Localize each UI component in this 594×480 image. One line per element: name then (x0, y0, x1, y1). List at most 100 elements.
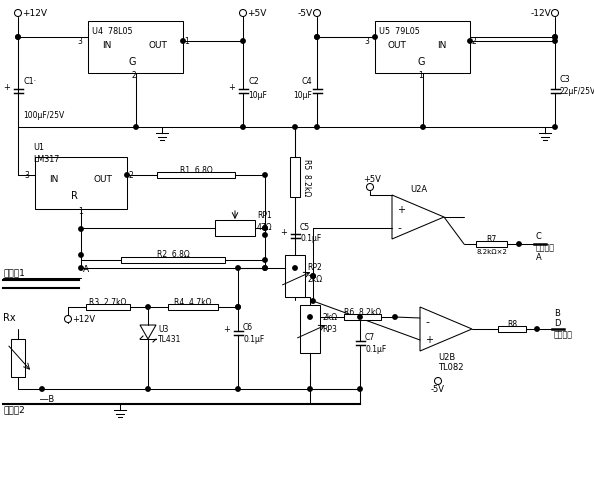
Circle shape (293, 126, 297, 130)
Text: 2: 2 (472, 37, 476, 47)
Text: 测试筱1: 测试筱1 (3, 268, 25, 277)
Circle shape (40, 387, 44, 391)
Text: A: A (536, 253, 542, 262)
Text: RP1: RP1 (257, 211, 271, 220)
Text: LM317: LM317 (33, 154, 59, 163)
Circle shape (314, 11, 321, 17)
Circle shape (79, 266, 83, 271)
Circle shape (79, 228, 83, 232)
Text: 1: 1 (185, 37, 189, 47)
Bar (285, 255, 305, 298)
Text: R6  8.2kΩ: R6 8.2kΩ (344, 307, 381, 316)
Text: 10μF: 10μF (293, 90, 312, 99)
Text: 3: 3 (24, 171, 30, 180)
Circle shape (16, 36, 20, 40)
Text: C3: C3 (560, 75, 571, 84)
Circle shape (553, 36, 557, 40)
Text: R2  6.8Ω: R2 6.8Ω (157, 250, 189, 258)
Bar (86, 305, 131, 310)
Circle shape (263, 258, 267, 263)
Circle shape (134, 126, 138, 130)
Circle shape (315, 36, 319, 40)
Text: +: + (229, 83, 235, 92)
Circle shape (65, 316, 71, 323)
Text: 100μF/25V: 100μF/25V (23, 110, 64, 119)
Circle shape (241, 126, 245, 130)
Circle shape (263, 266, 267, 271)
Text: IN: IN (49, 175, 58, 184)
Circle shape (366, 184, 374, 191)
Text: 22μF/25V: 22μF/25V (560, 87, 594, 96)
Text: A: A (83, 264, 89, 273)
Circle shape (468, 40, 472, 44)
Text: U3: U3 (158, 325, 168, 334)
Text: C: C (536, 232, 542, 241)
Text: 3: 3 (78, 37, 83, 47)
Text: 3: 3 (365, 37, 369, 47)
Text: U1: U1 (33, 143, 44, 152)
Text: U2B: U2B (438, 353, 455, 362)
Circle shape (236, 387, 240, 391)
Text: -12V: -12V (530, 10, 551, 18)
Text: ―B: ―B (40, 395, 54, 404)
Circle shape (181, 40, 185, 44)
Text: -5V: -5V (431, 384, 445, 394)
Text: R4  4.7kΩ: R4 4.7kΩ (174, 298, 211, 306)
Text: +12V: +12V (72, 315, 95, 324)
Circle shape (553, 126, 557, 130)
Bar (290, 157, 300, 198)
Text: OUT: OUT (148, 41, 167, 50)
Text: +: + (425, 334, 433, 344)
Circle shape (434, 378, 441, 384)
Circle shape (553, 40, 557, 44)
Bar (122, 258, 225, 263)
Text: R1  6.8Ω: R1 6.8Ω (179, 166, 213, 175)
Text: C5: C5 (300, 223, 310, 232)
Text: U4  78L05: U4 78L05 (92, 27, 132, 36)
Circle shape (241, 40, 245, 44)
Bar (498, 326, 526, 332)
Bar (476, 242, 507, 247)
Circle shape (393, 315, 397, 320)
Circle shape (263, 173, 267, 178)
Text: 2kΩ: 2kΩ (322, 313, 337, 322)
Text: 10μF: 10μF (248, 90, 267, 99)
Text: U2A: U2A (410, 185, 427, 194)
Circle shape (358, 387, 362, 391)
Circle shape (263, 227, 267, 231)
Text: -5V: -5V (298, 10, 313, 18)
Text: +: + (397, 204, 405, 215)
Bar (300, 305, 320, 353)
Circle shape (146, 305, 150, 310)
Text: 万用表笔: 万用表笔 (554, 330, 573, 339)
Text: D: D (554, 319, 561, 328)
Text: C4: C4 (301, 77, 312, 86)
Text: C7: C7 (365, 333, 375, 342)
Circle shape (535, 327, 539, 332)
Text: OUT: OUT (387, 41, 406, 50)
Text: 2kΩ: 2kΩ (307, 275, 322, 284)
Text: C2: C2 (248, 77, 259, 86)
Text: R5  8.2kΩ: R5 8.2kΩ (302, 159, 311, 196)
Circle shape (553, 36, 557, 40)
Circle shape (239, 11, 247, 17)
Circle shape (315, 36, 319, 40)
Text: C6: C6 (243, 323, 253, 332)
Circle shape (358, 315, 362, 320)
Text: 2: 2 (129, 171, 134, 180)
Text: 8.2kΩ×2: 8.2kΩ×2 (476, 249, 507, 254)
Circle shape (14, 11, 21, 17)
Circle shape (311, 299, 315, 303)
Text: G: G (417, 57, 425, 67)
Text: 1: 1 (419, 72, 424, 80)
Circle shape (311, 274, 315, 278)
Text: +12V: +12V (22, 10, 47, 18)
Circle shape (373, 36, 377, 40)
Circle shape (263, 227, 267, 231)
Circle shape (263, 266, 267, 271)
Text: +: + (4, 83, 11, 92)
Bar (157, 173, 235, 179)
Circle shape (293, 266, 297, 271)
Circle shape (16, 36, 20, 40)
Bar (11, 339, 25, 377)
